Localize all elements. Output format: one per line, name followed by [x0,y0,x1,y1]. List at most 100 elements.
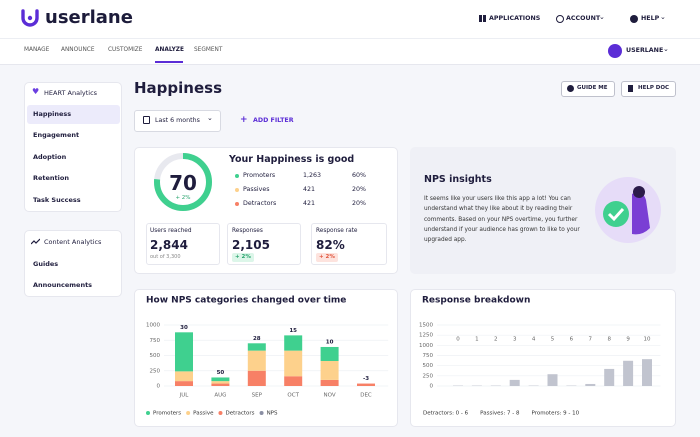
y-tick-label: 1500 [419,323,433,329]
x-tick-label: 2 [494,337,498,343]
dot-promoters [235,174,239,178]
chart-icon [31,238,40,245]
help-icon [630,15,638,23]
y-tick-label: 750 [150,338,161,344]
legend-swatch [186,411,191,415]
bar-segment [284,335,303,351]
stat-box [146,223,220,265]
nav-applications[interactable]: APPLICATIONS [489,15,541,22]
stat-label: Response rate [316,228,358,234]
row-pct: 20% [352,186,366,193]
y-tick-label: 500 [150,353,161,359]
row-name: Passives [243,186,270,193]
add-filter[interactable]: ADD FILTER [253,117,294,124]
helpdoc-button[interactable] [621,81,676,97]
helpdoc-label[interactable]: HELP DOC [638,85,670,91]
nps-label: -3 [363,376,369,382]
nps-label: 10 [326,339,334,345]
illustration [595,177,661,243]
row-name: Detractors [243,200,277,207]
tab-active[interactable]: ANALYZE [155,47,184,53]
nav-item[interactable]: Engagement [33,131,80,139]
sidebar-content: Content Analytics Guides Announcements [24,230,122,297]
chart-title: How NPS categories changed over time [146,296,346,306]
header [0,0,700,65]
row-pct: 60% [352,172,366,179]
tab[interactable]: CUSTOMIZE [108,47,143,53]
insights-text: It seems like your users like this app a… [424,196,580,244]
y-tick-label: 250 [423,373,434,379]
logo-text: userlane [45,7,133,28]
x-tick-label: DEC [360,393,372,399]
user-avatar [608,44,622,58]
x-tick-label: 9 [626,337,630,343]
nps-chart: How NPS categories changed over time 0 250… [146,296,389,417]
person [632,192,650,235]
nav-item[interactable]: Announcements [33,281,93,289]
nps-chart-card [134,289,398,427]
dot-passives [235,188,239,192]
bar-segment [175,332,193,372]
y-tick-label: 0 [157,384,161,390]
insights-title: NPS insights [424,174,492,185]
y-tick-label: 0 [430,384,434,390]
nps-label: 50 [217,370,225,376]
user-name[interactable]: USERLANE [626,47,664,54]
section-title: HEART Analytics [44,89,98,97]
x-tick-label: 10 [644,337,651,343]
bar-segment [175,371,193,382]
bar [623,360,634,386]
nav-item[interactable]: Adoption [33,153,67,161]
bar [509,379,520,386]
bar-segment [320,360,339,380]
filter-box[interactable] [134,110,221,132]
stat-change: + 2% [232,253,254,262]
nav-account[interactable]: ACCOUNT [566,15,601,22]
breakdown-chart: Response breakdown0250500750100012501500… [419,296,661,417]
bar-segment [211,381,230,384]
active-item-bg [27,105,120,124]
filter-label[interactable]: Last 6 months [155,117,200,124]
check-circle [603,201,629,227]
stat-value: 82% [316,238,345,252]
nps-label: 15 [289,328,297,334]
guide-label[interactable]: GUIDE ME [577,85,608,91]
legend-note: Promoters: 9 - 10 [531,411,579,417]
tab[interactable]: SEGMENT [194,47,223,53]
nav-help[interactable]: HELP [641,15,660,22]
gauge-arc [154,153,212,211]
breakdown-chart-card [410,289,676,427]
x-tick-label: 3 [513,337,517,343]
legend-label: Detractors [225,411,254,417]
bar-segment [357,383,375,386]
stat-value: 2,844 [150,238,188,252]
legend-note: Detractors: 0 - 6 [423,411,469,417]
y-tick-label: 750 [423,353,434,359]
chart-title: Response breakdown [422,296,530,306]
nav-item-active[interactable]: Happiness [33,110,72,118]
legend-label: NPS [267,411,278,417]
tab[interactable]: MANAGE [24,47,50,53]
nav-item[interactable]: Guides [33,260,59,268]
section-title: Content Analytics [44,238,102,246]
guide-button[interactable] [561,81,615,97]
tab[interactable]: ANNOUNCE [61,47,95,53]
nav-item[interactable]: Retention [33,174,69,182]
legend-label: Passive [193,411,214,417]
bar-segment [247,370,266,386]
bar-segment [284,376,303,386]
row-count: 1,263 [303,172,322,179]
sidebar-heart: ♥ HEART Analytics Happiness Engagement A… [24,82,122,212]
bar-segment [320,346,339,361]
headline: Your Happiness is good [229,154,355,165]
y-tick-label: 1250 [419,333,433,339]
add-filter-plus: + [240,115,248,125]
x-tick-label: 8 [607,337,611,343]
stat-label: Users reached [150,228,192,234]
bar [642,359,652,386]
x-tick-label: 1 [475,337,479,343]
bar-segment [284,350,303,377]
apps-icon [479,15,486,22]
row-name: Promoters [243,172,276,179]
nav-item[interactable]: Task Success [33,196,81,204]
